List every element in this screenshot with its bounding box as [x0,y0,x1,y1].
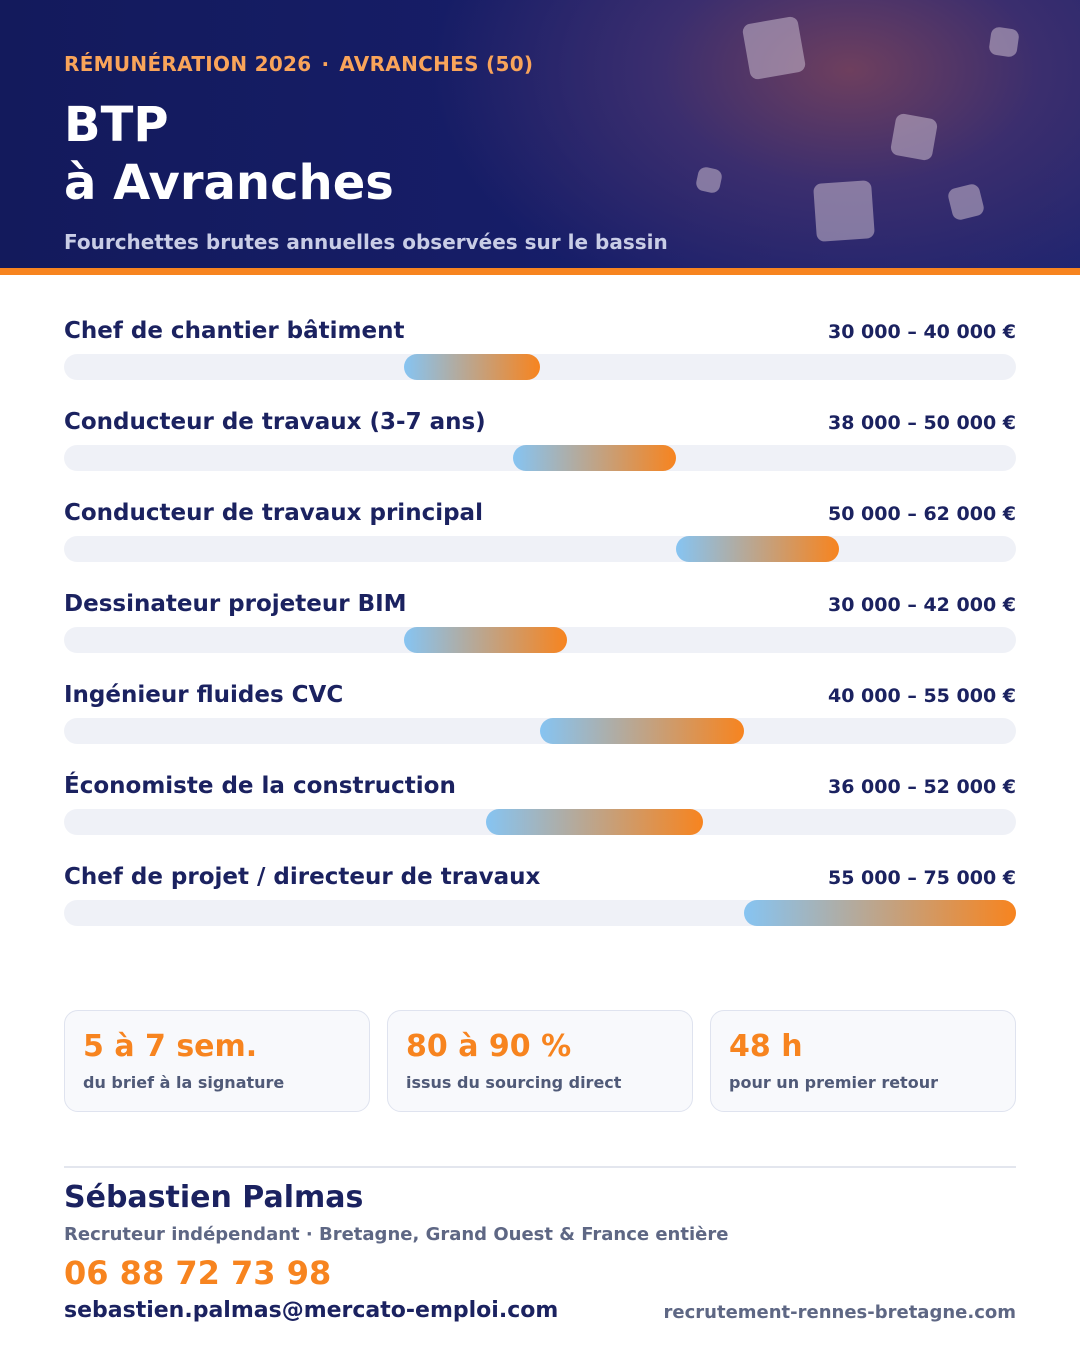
salary-row: Dessinateur projeteur BIM 30 000 – 42 000… [64,589,1016,680]
stat-caption: du brief à la signature [83,1073,285,1092]
contact-email[interactable]: sebastien.palmas@mercato-emploi.com [64,1298,559,1323]
title-line-1: BTP [64,97,169,153]
salary-track [64,354,1016,380]
stat-card: 48 h pour un premier retour [710,1010,1016,1112]
contact-website[interactable]: recrutement-rennes-bretagne.com [663,1302,1016,1323]
salary-track [64,900,1016,926]
stats-row: 5 à 7 sem. du brief à la signature 80 à 90… [64,1010,1016,1114]
job-title-label: Conducteur de travaux (3-7 ans) [64,409,486,435]
salary-range-label: 55 000 – 75 000 € [828,867,1016,889]
salary-range-bar [744,900,1016,926]
salary-range-bar [404,354,540,380]
eyebrow: RÉMUNÉRATION 2026 · AVRANCHES (50) [64,52,533,76]
decorative-square [741,15,807,81]
salary-row: Chef de projet / directeur de travaux 55 … [64,862,1016,953]
salary-row: Ingénieur fluides CVC 40 000 – 55 000 € [64,680,1016,771]
salary-range-bar [512,445,676,471]
salary-range-bar [404,627,568,653]
job-title-label: Économiste de la construction [64,773,456,799]
decorative-square [889,112,939,162]
salary-track [64,536,1016,562]
salary-row: Économiste de la construction 36 000 – 52… [64,771,1016,862]
eyebrow-location: AVRANCHES (50) [339,52,534,76]
salary-range-bar [540,718,744,744]
salary-track [64,718,1016,744]
salary-range-label: 38 000 – 50 000 € [828,412,1016,434]
salary-range-label: 30 000 – 40 000 € [828,321,1016,343]
page-subtitle: Fourchettes brutes annuelles observées s… [64,230,668,254]
eyebrow-topic: RÉMUNÉRATION 2026 [64,52,312,76]
salary-range-label: 50 000 – 62 000 € [828,503,1016,525]
header-banner: RÉMUNÉRATION 2026 · AVRANCHES (50) BTP à A… [0,0,1080,268]
salary-range-bar [676,536,840,562]
job-title-label: Chef de projet / directeur de travaux [64,864,541,890]
job-title-label: Conducteur de travaux principal [64,500,483,526]
stat-value: 5 à 7 sem. [83,1029,258,1064]
stat-caption: pour un premier retour [729,1073,938,1092]
stat-card: 80 à 90 % issus du sourcing direct [387,1010,693,1112]
decorative-square [946,182,986,222]
decorative-square [694,165,724,195]
salary-row: Conducteur de travaux (3-7 ans) 38 000 – … [64,407,1016,498]
salary-row: Conducteur de travaux principal 50 000 – … [64,498,1016,589]
stat-caption: issus du sourcing direct [406,1073,622,1092]
contact-name: Sébastien Palmas [64,1180,364,1215]
contact-phone[interactable]: 06 88 72 73 98 [64,1254,332,1292]
salary-row: Chef de chantier bâtiment 30 000 – 40 000… [64,316,1016,407]
salary-track [64,445,1016,471]
header-accent-bar [0,268,1080,275]
salary-track [64,627,1016,653]
decorative-square [988,26,1020,58]
decorative-square [813,180,875,242]
job-title-label: Ingénieur fluides CVC [64,682,344,708]
salary-range-chart: Chef de chantier bâtiment 30 000 – 40 000… [64,316,1016,953]
stat-value: 80 à 90 % [406,1029,572,1064]
salary-track [64,809,1016,835]
salary-range-label: 36 000 – 52 000 € [828,776,1016,798]
divider [64,1166,1016,1168]
salary-range-label: 40 000 – 55 000 € [828,685,1016,707]
title-line-2: à Avranches [64,155,394,211]
salary-range-bar [485,809,704,835]
job-title-label: Dessinateur projeteur BIM [64,591,407,617]
stat-card: 5 à 7 sem. du brief à la signature [64,1010,370,1112]
stat-value: 48 h [729,1029,803,1064]
page-title: BTP à Avranches [64,96,394,212]
job-title-label: Chef de chantier bâtiment [64,318,405,344]
salary-range-label: 30 000 – 42 000 € [828,594,1016,616]
contact-role: Recruteur indépendant · Bretagne, Grand … [64,1224,729,1245]
eyebrow-separator: · [321,52,330,76]
